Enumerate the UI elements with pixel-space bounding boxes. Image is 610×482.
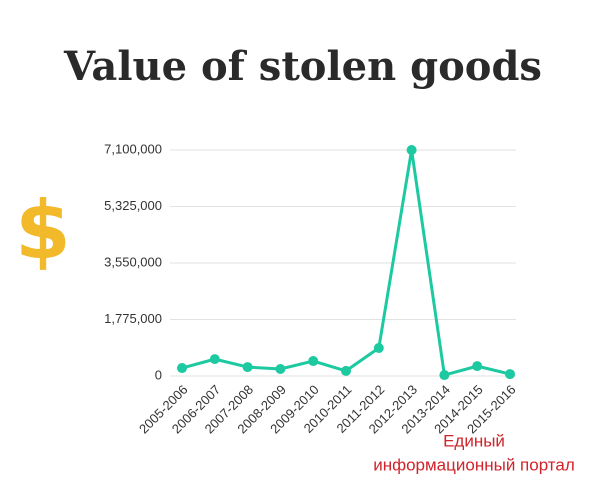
point: [275, 363, 286, 374]
point: [177, 363, 187, 374]
point: [406, 145, 417, 155]
point: [209, 354, 220, 365]
point: [505, 369, 515, 380]
watermark: информационный портал: [373, 455, 575, 474]
watermark: Единый: [443, 431, 505, 450]
point: [439, 370, 450, 381]
y-tick-label: 5,325,000: [104, 198, 162, 213]
point: [472, 361, 483, 372]
point: [242, 362, 253, 373]
point: [308, 356, 319, 367]
y-tick-label: 1,775,000: [104, 311, 162, 326]
y-tick-label: 0: [155, 367, 162, 382]
point: [373, 342, 384, 353]
dollar-icon: $: [15, 184, 71, 277]
y-tick-label: 3,550,000: [104, 254, 162, 269]
point: [341, 365, 351, 376]
y-tick-label: 7,100,000: [104, 141, 162, 156]
chart-title: Value of stolen goods: [63, 43, 542, 90]
